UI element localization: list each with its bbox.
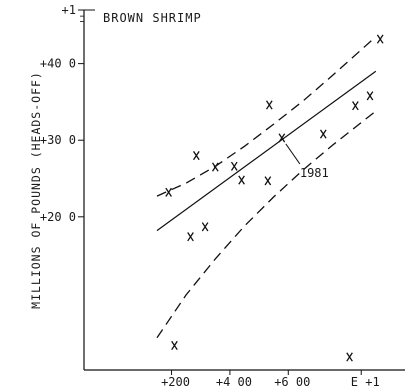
- data-point: [238, 175, 245, 185]
- data-point: [278, 133, 286, 143]
- plot-frame: [83, 9, 405, 371]
- regression-line-group: [156, 70, 377, 232]
- data-point: [165, 187, 172, 197]
- data-point: [346, 352, 353, 362]
- y-tick-label: +30 0: [40, 133, 76, 147]
- confidence-bands: [156, 36, 377, 339]
- data-point: [352, 101, 359, 111]
- data-point: [376, 34, 384, 44]
- regression-line: [156, 70, 377, 232]
- y-tick-label: +1: [62, 3, 76, 17]
- data-point: [193, 150, 200, 161]
- data-point: [187, 232, 194, 242]
- y-axis-title: MILLIONS OF POUNDS (HEADS-OFF): [29, 71, 43, 309]
- annotation-label: 1981: [300, 166, 329, 180]
- x-axis-ticks: +200 +4 00 +6 00 E +1: [161, 370, 380, 389]
- data-point: [230, 161, 238, 171]
- data-point: [211, 162, 219, 172]
- data-points: [165, 34, 384, 362]
- x-tick-label: +4 00: [216, 375, 252, 389]
- data-point: [201, 222, 209, 232]
- data-point: [366, 91, 374, 101]
- y-tick-label: +20 0: [40, 210, 76, 224]
- data-point: [265, 100, 273, 110]
- data-point: [264, 176, 272, 186]
- y-tick-label: +40 0: [40, 57, 76, 71]
- annotations: 1981: [285, 143, 329, 180]
- y-axis-ticks: +20 0 +30 0 +40 0 +1: [40, 3, 84, 224]
- data-point: [171, 340, 178, 351]
- annotation-leader: [285, 143, 301, 165]
- x-tick-label: E +1: [351, 375, 380, 389]
- lower-confidence-band: [156, 110, 377, 339]
- upper-confidence-band: [156, 36, 377, 197]
- chart-title: BROWN SHRIMP: [103, 11, 202, 25]
- x-tick-label: +200: [161, 375, 190, 389]
- x-tick-label: +6 00: [274, 375, 310, 389]
- data-point: [319, 129, 327, 139]
